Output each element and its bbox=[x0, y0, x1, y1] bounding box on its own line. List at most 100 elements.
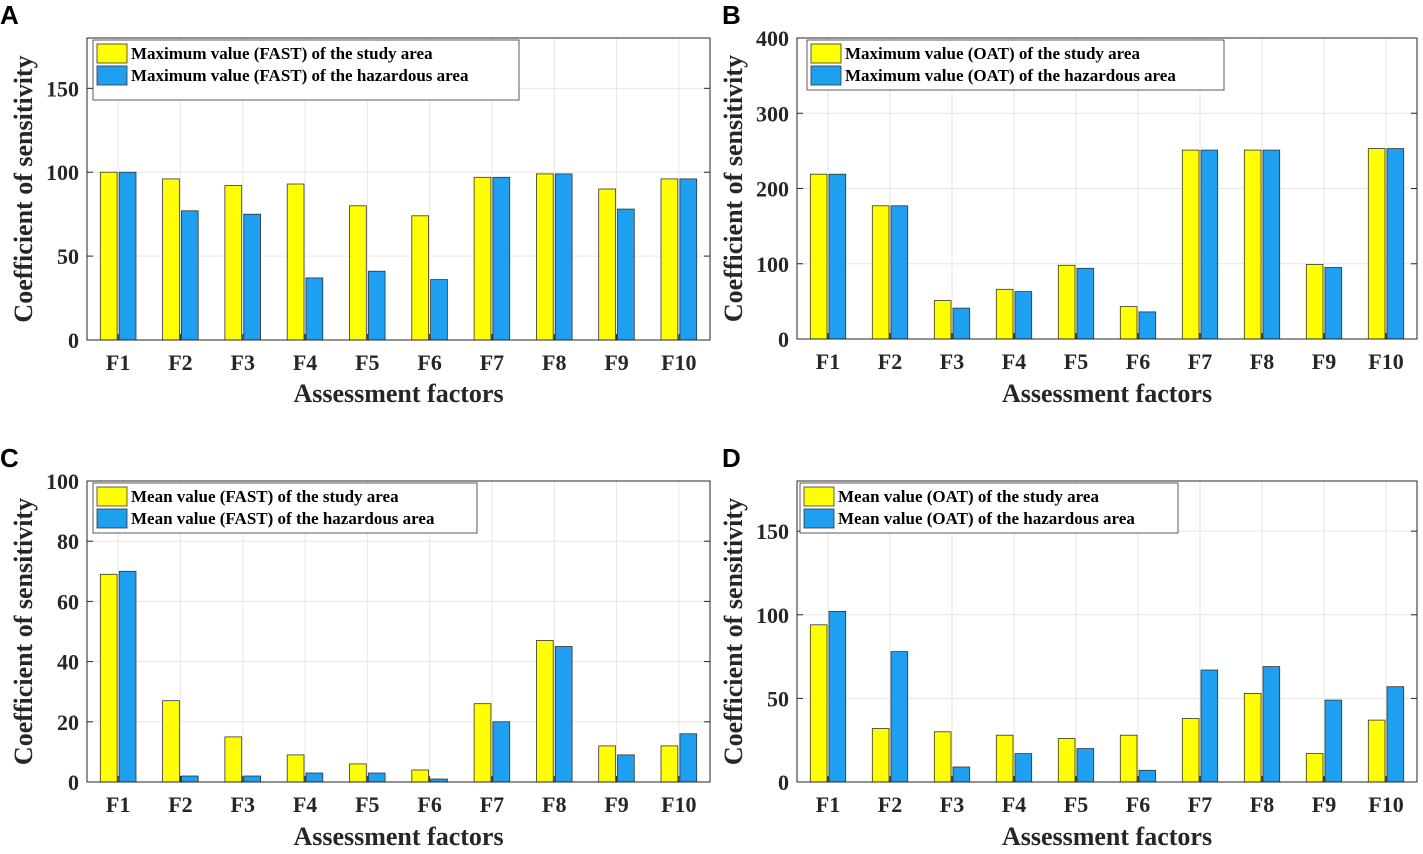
bar-hazard-f3 bbox=[243, 775, 262, 783]
bar-hazard-f1 bbox=[828, 173, 847, 340]
bar-study-f2 bbox=[162, 178, 180, 341]
chart-panel-c: 0 20 40 60 80 100 F1 F2 F3 F4 F5 F6 F7 F8 F9 F10 Assessm… bbox=[0, 443, 711, 851]
legend-label-study: Maximum value (OAT) of the study area bbox=[845, 44, 1140, 63]
x-tick-label: F6 bbox=[417, 792, 441, 817]
bar-study-f10 bbox=[1367, 148, 1386, 340]
bar-study-f10 bbox=[1367, 719, 1386, 783]
x-tick-label: F7 bbox=[1188, 792, 1212, 817]
bar-study-f3 bbox=[933, 731, 952, 783]
bar-hazard-f10 bbox=[1386, 686, 1405, 783]
bar-study-f5 bbox=[1057, 738, 1076, 783]
x-tick-label: F3 bbox=[231, 350, 255, 375]
legend-box bbox=[92, 39, 520, 101]
legend-box bbox=[806, 39, 1225, 91]
bar-hazard-f10 bbox=[679, 178, 698, 341]
legend-label-hazard: Maximum value (FAST) of the hazardous ar… bbox=[131, 66, 469, 85]
bar-study-f9 bbox=[598, 745, 616, 783]
bar-study-f8 bbox=[1243, 149, 1262, 340]
bar-study-f4 bbox=[995, 288, 1014, 340]
y-tick-label: 60 bbox=[57, 589, 79, 614]
legend-label-hazard: Mean value (OAT) of the hazardous area bbox=[838, 509, 1135, 528]
bar-hazard-f10 bbox=[679, 733, 698, 783]
y-axis-label: Coefficient of sensitivity bbox=[9, 498, 38, 765]
bar-hazard-f9 bbox=[617, 208, 635, 341]
x-tick-label: F6 bbox=[1126, 349, 1150, 374]
x-tick-label: F1 bbox=[816, 349, 840, 374]
panel-letter: A bbox=[0, 0, 19, 30]
y-tick-label: 300 bbox=[756, 101, 789, 126]
bar-study-f10 bbox=[660, 178, 679, 341]
bar-study-f7 bbox=[473, 703, 492, 783]
y-tick-label: 0 bbox=[778, 770, 789, 795]
legend: Maximum value (FAST) of the study area Ma… bbox=[92, 39, 520, 101]
y-tick-label: 150 bbox=[756, 519, 789, 544]
bar-study-f6 bbox=[411, 215, 429, 341]
bar-hazard-f5 bbox=[1076, 748, 1095, 783]
x-tick-label: F3 bbox=[940, 349, 964, 374]
legend-swatch-hazard bbox=[96, 65, 128, 86]
x-axis-label: Assessment factors bbox=[293, 822, 503, 851]
x-tick-label: F6 bbox=[417, 350, 441, 375]
bar-study-f5 bbox=[349, 205, 367, 341]
bar-study-f1 bbox=[99, 171, 118, 341]
y-axis-label: Coefficient of sensitivity bbox=[9, 55, 38, 322]
legend: Mean value (FAST) of the study area Mean … bbox=[92, 482, 478, 534]
x-tick-label: F1 bbox=[816, 792, 840, 817]
x-axis-label: Assessment factors bbox=[1002, 822, 1212, 851]
panel-letter: C bbox=[0, 443, 19, 473]
x-tick-label: F2 bbox=[168, 792, 192, 817]
x-tick-label: F4 bbox=[293, 350, 317, 375]
x-tick-label: F1 bbox=[106, 792, 130, 817]
bar-study-f3 bbox=[933, 300, 952, 340]
y-axis-label: Coefficient of sensitivity bbox=[719, 498, 748, 765]
legend-swatch-study bbox=[803, 486, 835, 507]
bar-hazard-f5 bbox=[1076, 267, 1095, 340]
panel-letter: B bbox=[722, 0, 741, 30]
x-tick-label: F5 bbox=[355, 792, 379, 817]
bar-hazard-f4 bbox=[305, 277, 324, 341]
plot-frame bbox=[86, 480, 711, 783]
bar-hazard-f4 bbox=[305, 772, 324, 783]
bar-hazard-f8 bbox=[554, 173, 573, 341]
x-tick-label: F1 bbox=[106, 350, 130, 375]
y-tick-label: 80 bbox=[57, 529, 79, 554]
plot-frame bbox=[86, 37, 711, 341]
bar-study-f8 bbox=[1243, 693, 1262, 783]
bar-study-f9 bbox=[598, 188, 616, 341]
bar-hazard-f8 bbox=[1262, 666, 1281, 783]
bar-study-f9 bbox=[1305, 753, 1324, 783]
legend-swatch-hazard bbox=[803, 508, 835, 529]
plot-frame bbox=[796, 480, 1418, 783]
legend-label-study: Maximum value (FAST) of the study area bbox=[131, 44, 433, 63]
x-tick-label: F10 bbox=[1368, 349, 1403, 374]
bar-hazard-f4 bbox=[1014, 291, 1033, 340]
x-tick-label: F8 bbox=[1250, 349, 1274, 374]
bar-hazard-f8 bbox=[1262, 149, 1281, 340]
y-tick-label: 100 bbox=[756, 603, 789, 628]
bar-hazard-f3 bbox=[952, 307, 971, 340]
x-tick-label: F2 bbox=[878, 349, 902, 374]
x-axis-label: Assessment factors bbox=[1002, 379, 1212, 408]
bar-hazard-f10 bbox=[1386, 148, 1405, 340]
legend-swatch-study bbox=[96, 486, 128, 507]
bar-hazard-f1 bbox=[118, 171, 137, 341]
bar-study-f10 bbox=[660, 745, 679, 783]
bar-study-f1 bbox=[99, 573, 118, 783]
x-tick-label: F2 bbox=[878, 792, 902, 817]
y-tick-label: 100 bbox=[46, 160, 79, 185]
x-tick-label: F2 bbox=[168, 350, 192, 375]
legend-swatch-study bbox=[810, 43, 842, 64]
x-tick-label: F4 bbox=[1002, 349, 1026, 374]
bar-study-f6 bbox=[1119, 306, 1138, 340]
x-tick-label: F9 bbox=[1312, 792, 1336, 817]
legend-swatch-study bbox=[96, 43, 128, 64]
bar-study-f6 bbox=[1119, 734, 1138, 783]
legend-swatch-hazard bbox=[810, 65, 842, 86]
y-tick-label: 400 bbox=[756, 26, 789, 51]
bar-study-f8 bbox=[536, 173, 554, 341]
x-tick-label: F7 bbox=[1188, 349, 1212, 374]
bar-hazard-f6 bbox=[430, 279, 448, 341]
x-tick-label: F7 bbox=[480, 350, 504, 375]
x-tick-label: F3 bbox=[231, 792, 255, 817]
